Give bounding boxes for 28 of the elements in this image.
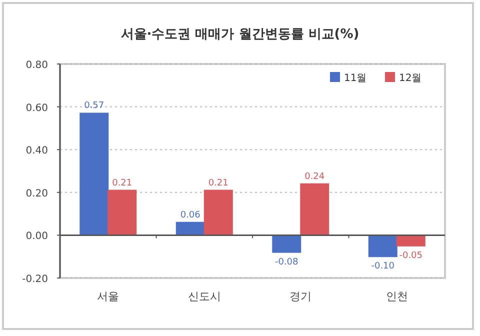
y-tick-label: 0.80 [26, 60, 48, 71]
y-tick-label: 0.20 [26, 188, 48, 200]
bar [396, 234, 426, 246]
bar [108, 190, 137, 236]
data-label: 0.06 [180, 210, 201, 220]
bar [80, 112, 109, 236]
y-tick-label: -0.20 [22, 274, 48, 285]
data-label: 0.57 [84, 101, 104, 112]
data-label: -0.05 [399, 250, 423, 261]
x-tick-label: 서울 [97, 290, 120, 303]
data-label: 0.21 [112, 178, 132, 188]
x-tick-label: 신도시 [188, 290, 221, 303]
y-tick-label: 0.00 [26, 231, 48, 242]
chart-title: 서울·수도권 매매가 월간변동률 비교(%) [120, 27, 360, 42]
x-tick-label: 인천 [386, 290, 408, 303]
x-tick-label: 경기 [290, 290, 312, 303]
bar [204, 190, 233, 236]
data-label: -0.10 [371, 262, 395, 272]
data-label: -0.08 [274, 257, 299, 268]
bar [300, 183, 330, 236]
y-tick-label: 0.60 [26, 102, 48, 114]
data-label: 0.24 [304, 172, 325, 182]
legend-label: 11월 [344, 73, 367, 84]
data-label: 0.21 [208, 178, 228, 188]
y-tick-label: 0.40 [26, 146, 48, 157]
bar [368, 234, 398, 258]
legend-label: 12월 [399, 73, 422, 84]
bar [272, 234, 302, 253]
